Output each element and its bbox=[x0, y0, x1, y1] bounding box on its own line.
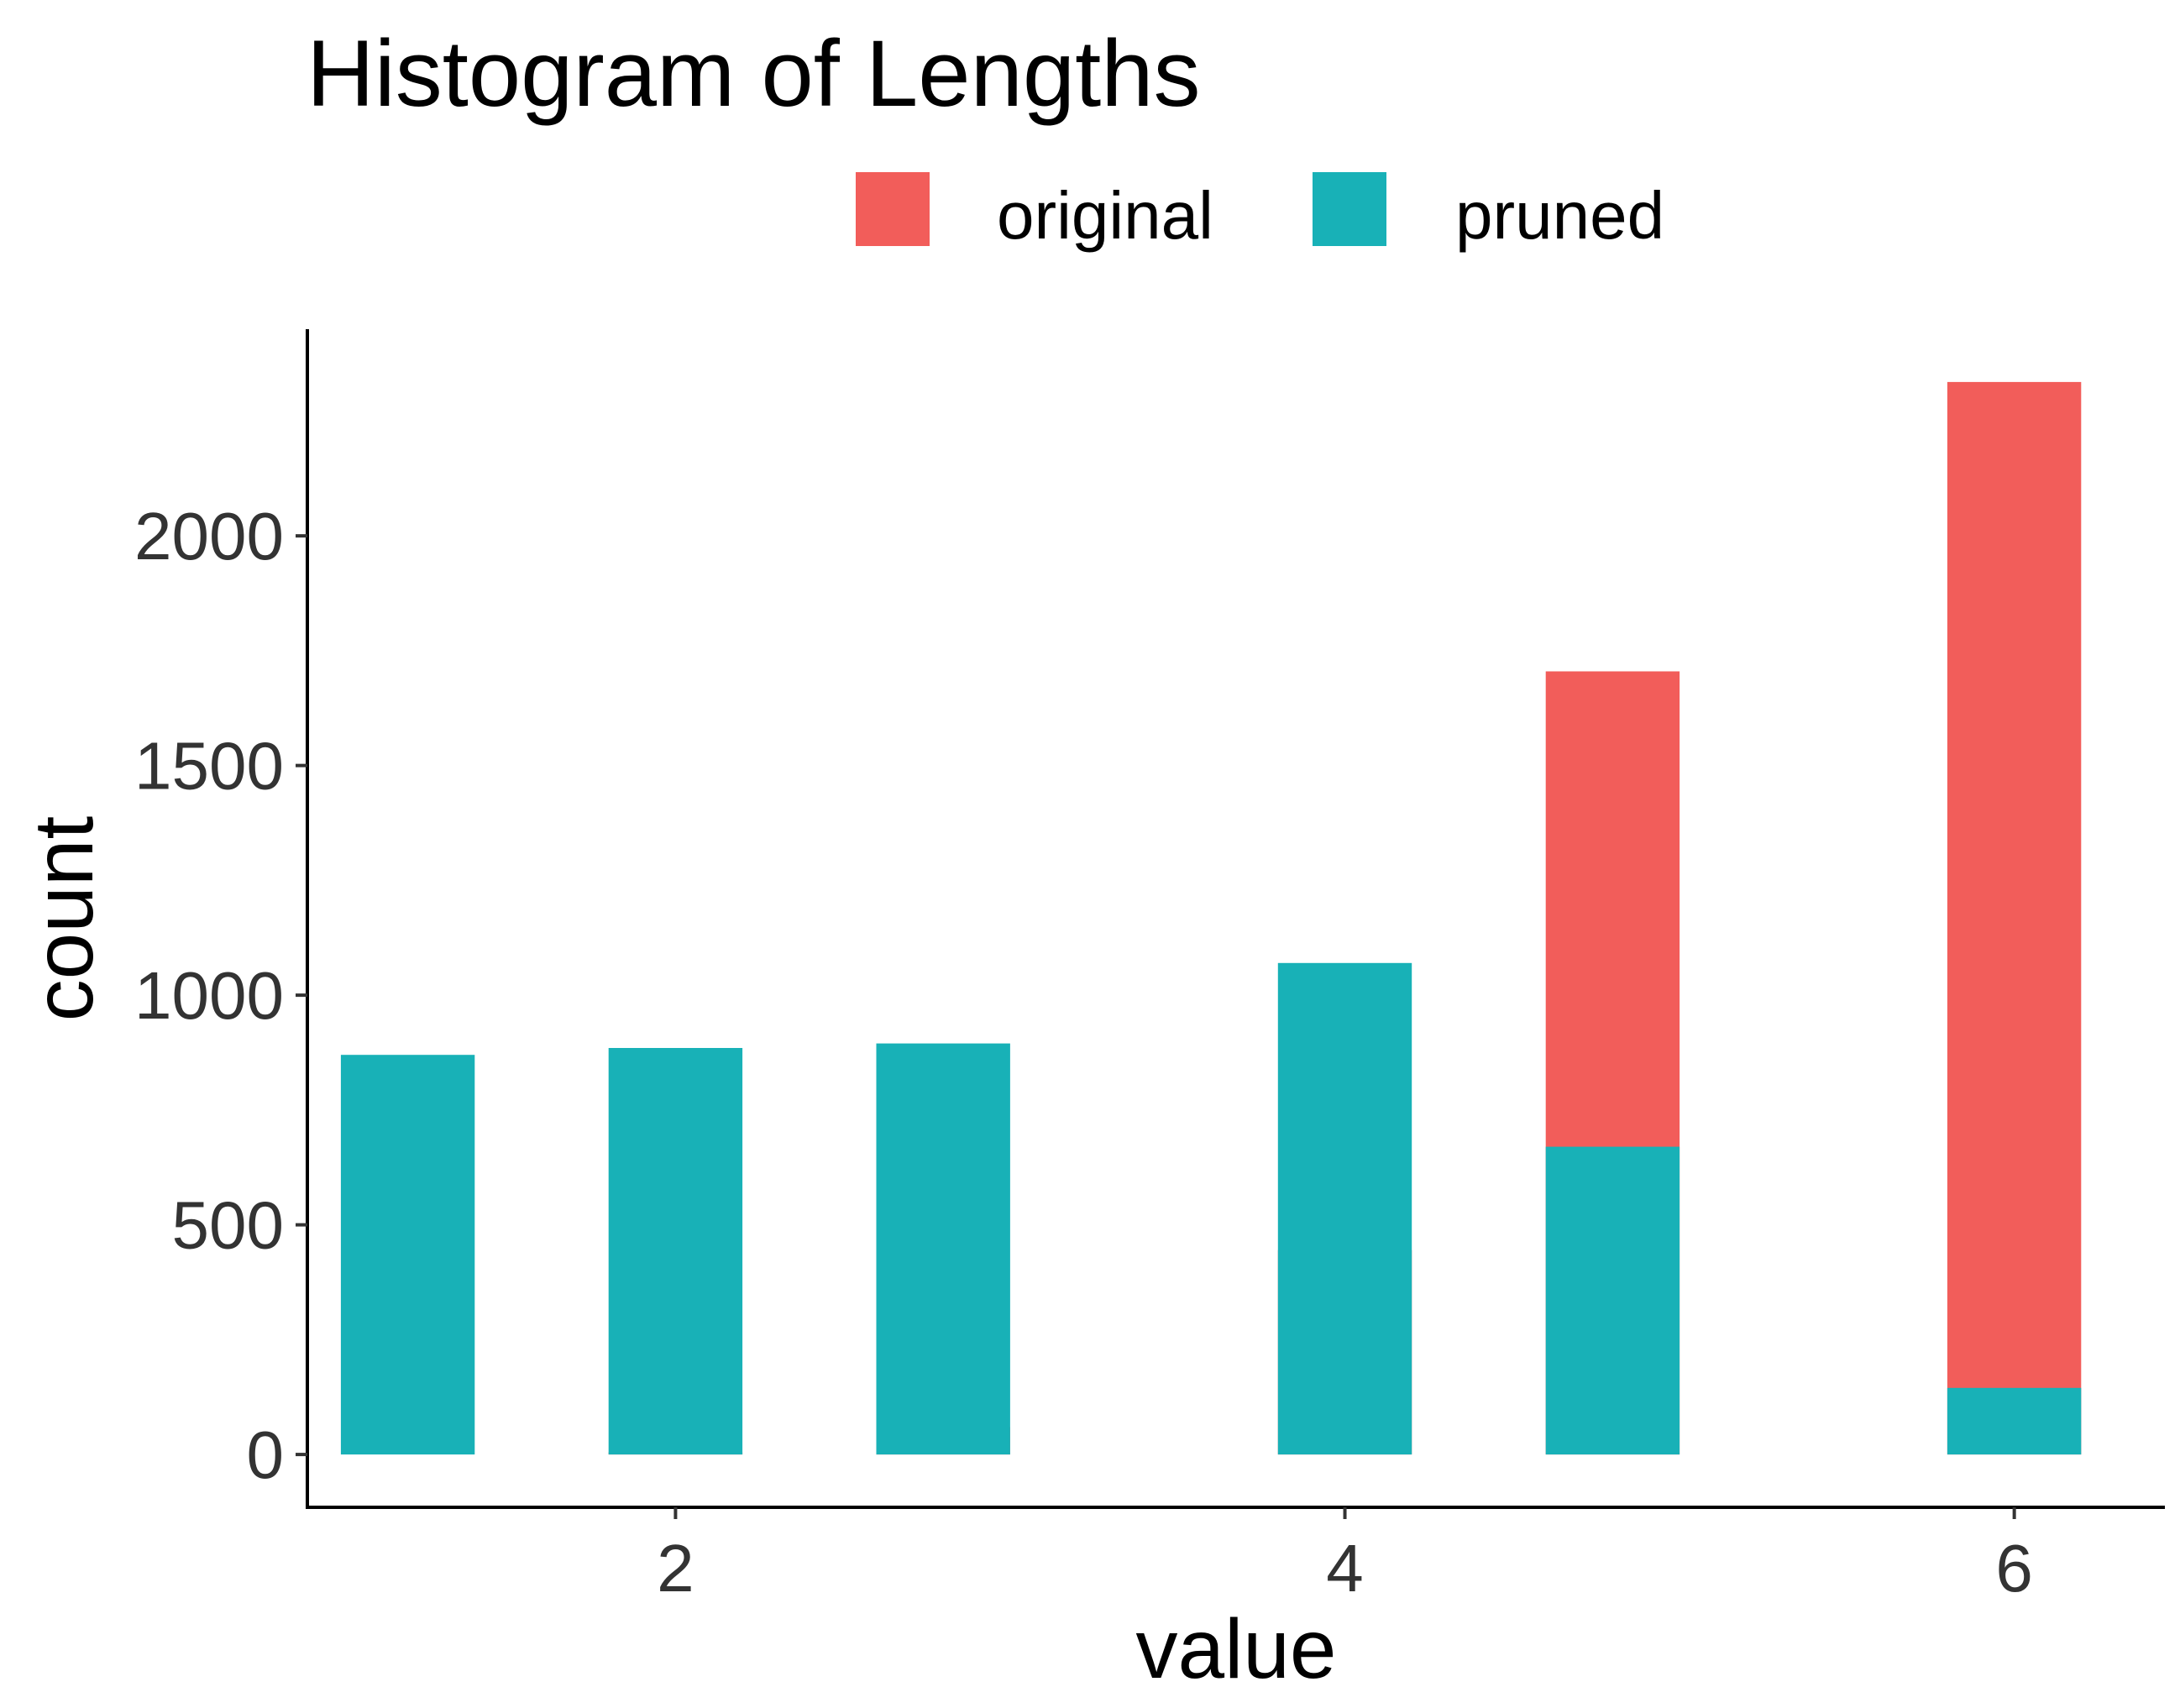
legend-label-pruned: pruned bbox=[1455, 178, 1664, 253]
x-tick-label-2: 2 bbox=[657, 1531, 694, 1606]
y-axis-title: count bbox=[17, 815, 111, 1021]
y-tick-label-500: 500 bbox=[172, 1188, 284, 1263]
y-tick-label-0: 0 bbox=[247, 1417, 285, 1492]
legend-label-original: original bbox=[997, 178, 1213, 253]
legend: original pruned bbox=[856, 172, 1664, 253]
legend-key-pruned bbox=[1313, 172, 1386, 246]
bar-pruned-3 bbox=[1277, 962, 1412, 1455]
bar-pruned-0 bbox=[340, 1055, 475, 1455]
y-tick-label-2000: 2000 bbox=[134, 499, 284, 574]
chart-title: Histogram of Lengths bbox=[307, 21, 1201, 126]
bar-pruned-1 bbox=[608, 1048, 743, 1455]
y-tick-label-1000: 1000 bbox=[134, 958, 284, 1033]
bar-pruned-2 bbox=[876, 1043, 1010, 1455]
x-tick-label-6: 6 bbox=[1995, 1531, 2033, 1606]
bar-pruned-4 bbox=[1545, 1146, 1680, 1455]
legend-key-original bbox=[856, 172, 930, 246]
y-tick-label-1500: 1500 bbox=[134, 729, 284, 804]
x-axis-title: value bbox=[1135, 1602, 1336, 1696]
x-axis-ticks: 2 4 6 bbox=[657, 1507, 2033, 1606]
bars bbox=[340, 381, 2082, 1455]
x-tick-label-4: 4 bbox=[1326, 1531, 1364, 1606]
bar-original-4 bbox=[1947, 381, 2082, 1455]
y-axis-ticks: 0 500 1000 1500 2000 bbox=[134, 499, 307, 1492]
bar-pruned-5 bbox=[1947, 1387, 2082, 1455]
